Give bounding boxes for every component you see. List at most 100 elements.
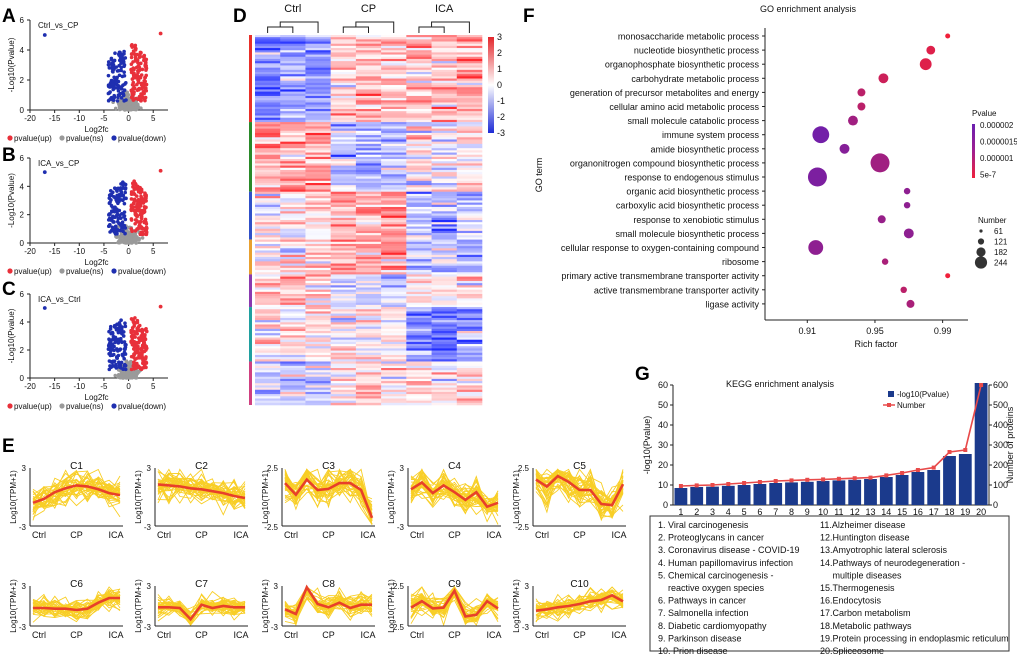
heatmap-cell — [406, 252, 432, 256]
heatmap-cell — [381, 383, 407, 386]
heatmap-cell — [305, 193, 331, 197]
heatmap-cell — [280, 307, 306, 310]
go-term-label: organophosphate biosynthetic process — [605, 60, 760, 70]
heatmap-cell — [431, 311, 458, 314]
heatmap-cell — [280, 161, 306, 164]
heatmap-cell — [330, 228, 357, 232]
go-bubble — [878, 73, 889, 84]
heatmap-cell — [381, 217, 407, 221]
point-up — [135, 227, 139, 231]
point-up — [130, 43, 134, 47]
heatmap-cell — [381, 361, 407, 364]
heatmap-cell — [280, 98, 306, 101]
heatmap-cell — [355, 100, 382, 103]
heatmap-cell — [330, 45, 357, 49]
heatmap-cell — [406, 261, 432, 264]
legend-dot — [7, 135, 13, 141]
heatmap-cell — [280, 348, 306, 351]
go-bubble — [857, 102, 866, 111]
heatmap-cell — [381, 313, 407, 317]
heatmap-cell — [305, 272, 331, 275]
heatmap-cell — [431, 257, 458, 260]
cluster-mean-line — [157, 483, 246, 500]
heatmap-cell — [406, 374, 432, 378]
heatmap-cell — [305, 48, 331, 51]
cluster-name: C10 — [570, 579, 589, 590]
heatmap-cell — [406, 228, 432, 232]
point-up — [129, 317, 134, 321]
heatmap-cell — [280, 363, 306, 367]
heatmap-cell — [280, 233, 306, 236]
heatmap-cell — [280, 113, 306, 116]
heatmap-cell — [355, 315, 382, 319]
y-tick-label: 4 — [20, 46, 25, 55]
heatmap-cell — [255, 233, 281, 236]
heatmap-cell — [330, 239, 357, 243]
point-down — [122, 210, 127, 214]
heatmap-cell — [381, 150, 407, 153]
colorbar-tick-label: -1 — [497, 96, 505, 106]
heatmap-cell — [431, 132, 458, 136]
point-ns — [120, 374, 125, 379]
heatmap-cell — [255, 302, 281, 306]
heatmap-cell — [406, 174, 432, 177]
y-tick-label-right: 200 — [993, 460, 1008, 470]
x-tick-label: -5 — [100, 114, 108, 123]
panel-letter-e: E — [2, 436, 15, 457]
heatmap-cell — [456, 143, 483, 147]
heatmap-cell — [456, 228, 483, 232]
heatmap-cell — [431, 196, 458, 199]
colorbar-tick-label: -2 — [497, 112, 505, 122]
heatmap-cell — [406, 359, 432, 362]
heatmap-cell — [431, 222, 458, 225]
kegg-term: 18.Metabolic pathways — [820, 621, 912, 631]
heatmap-cell — [406, 106, 432, 110]
heatmap-cell — [406, 257, 432, 260]
size-legend-label: 244 — [994, 259, 1008, 268]
heatmap-cell — [255, 159, 281, 162]
y-axis-label: Log10(TPM+1) — [9, 579, 18, 633]
kegg-bar — [769, 483, 783, 505]
legend-dot — [111, 403, 117, 409]
heatmap-cell — [431, 209, 458, 212]
kegg-bar — [864, 479, 877, 505]
heatmap-cell — [355, 339, 382, 343]
heatmap-cell — [255, 230, 281, 234]
size-legend-dot — [977, 238, 985, 245]
heatmap-cell — [355, 389, 382, 393]
heatmap-cell — [330, 287, 357, 290]
heatmap-cell — [406, 315, 432, 319]
heatmap-cell — [381, 202, 407, 206]
point-up — [133, 43, 138, 48]
point-down — [120, 186, 125, 191]
heatmap-cell — [406, 217, 432, 221]
heatmap-cell — [456, 58, 483, 62]
heatmap-cell — [456, 252, 483, 256]
heatmap-cell — [280, 191, 306, 195]
point-up — [129, 52, 134, 56]
point-down — [110, 216, 114, 220]
heatmap-cell — [355, 76, 382, 79]
heatmap-cell — [456, 263, 483, 267]
heatmap-cell — [330, 206, 357, 210]
heatmap-cell — [406, 339, 432, 343]
heatmap-cell — [355, 346, 382, 349]
heatmap-cell — [355, 354, 382, 358]
heatmap-cell — [406, 76, 432, 79]
heatmap-cell — [381, 61, 407, 64]
heatmap-cell — [381, 193, 407, 197]
point-up — [143, 232, 148, 237]
heatmap-cell — [381, 337, 407, 341]
volcano-title: Ctrl_vs_CP — [38, 21, 78, 30]
pvalue-legend-title: Pvalue — [972, 109, 997, 118]
y-axis-label-right: Number of proteins — [1005, 406, 1015, 483]
kegg-bar — [785, 482, 798, 505]
heatmap-cell — [406, 43, 432, 47]
heatmap-cell — [406, 387, 432, 391]
x-tick-label: ICA — [108, 530, 123, 540]
point-down — [108, 90, 112, 94]
x-tick-label: 18 — [944, 507, 954, 517]
heatmap-cell — [280, 61, 306, 64]
heatmap-cell — [431, 315, 458, 319]
heatmap-cell — [355, 298, 382, 301]
